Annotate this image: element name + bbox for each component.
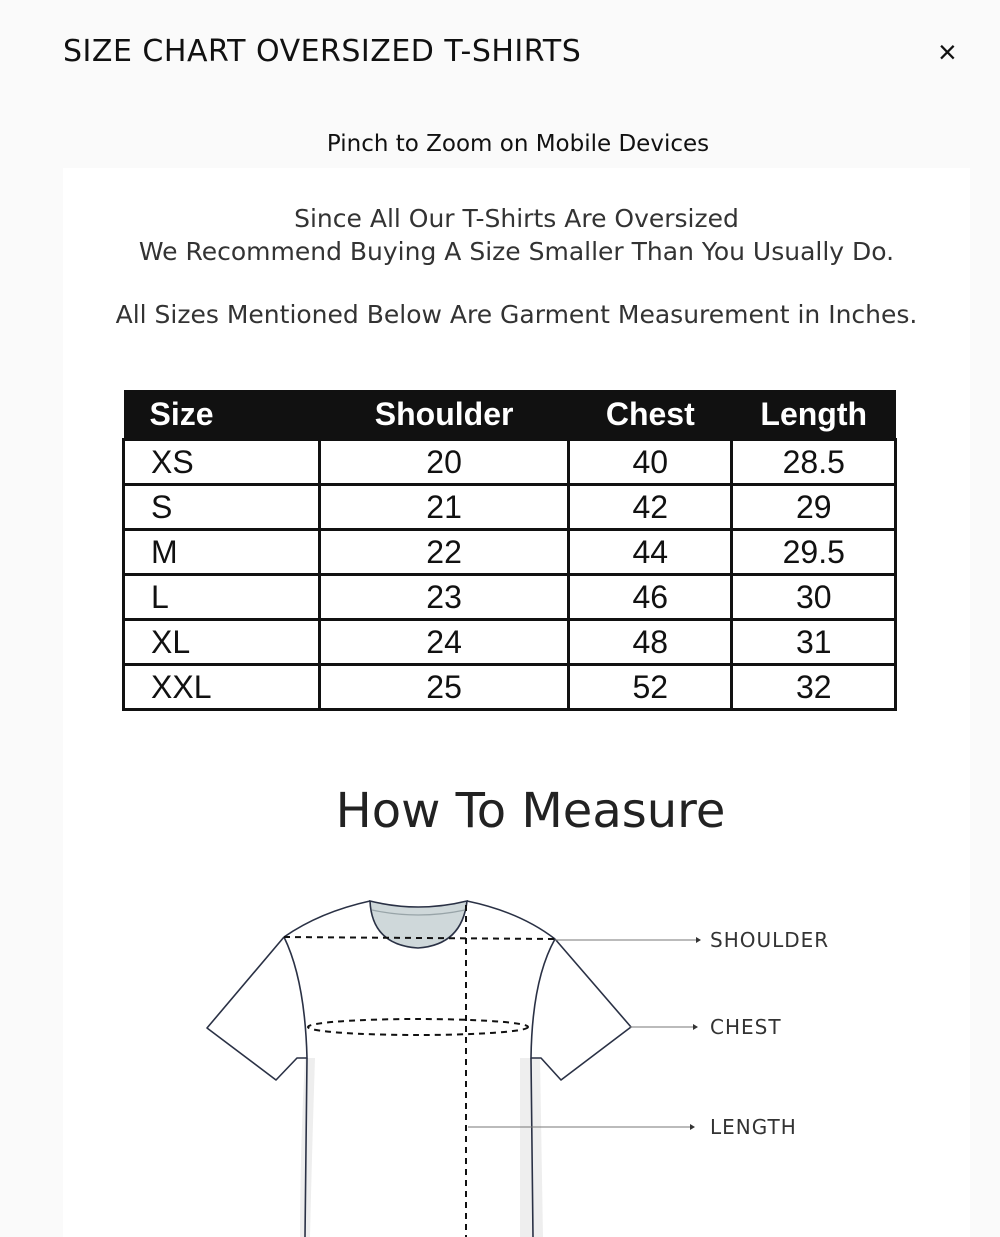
table-cell: 29.5 — [730, 528, 897, 576]
modal-title: SIZE CHART OVERSIZED T-SHIRTS — [63, 34, 582, 69]
close-button[interactable]: × — [938, 34, 957, 70]
table-cell: XXL — [121, 663, 322, 711]
table-cell: 20 — [318, 438, 571, 486]
shoulder-label: SHOULDER — [710, 928, 829, 952]
table-cell: XS — [121, 438, 322, 486]
intro-line-3: All Sizes Mentioned Below Are Garment Me… — [115, 300, 918, 329]
table-row: S 21 42 29 — [121, 483, 897, 531]
header-shoulder: Shoulder — [319, 390, 569, 440]
table-row: L 23 46 30 — [121, 573, 897, 621]
table-cell: 30 — [730, 573, 897, 621]
table-row: XL 24 48 31 — [121, 618, 897, 666]
table-header-row: Size Shoulder Chest Length — [123, 390, 896, 440]
table-cell: 48 — [567, 618, 734, 666]
table-cell: 29 — [730, 483, 897, 531]
table-cell: M — [121, 528, 322, 576]
table-cell: 44 — [567, 528, 734, 576]
length-label: LENGTH — [710, 1115, 797, 1139]
table-cell: 23 — [318, 573, 571, 621]
table-cell: 24 — [318, 618, 571, 666]
table-cell: 52 — [567, 663, 734, 711]
table-cell: 46 — [567, 573, 734, 621]
shoulder-measure-line — [283, 936, 556, 940]
table-cell: 32 — [730, 663, 897, 711]
intro-line-1: Since All Our T-Shirts Are Oversized — [294, 204, 739, 233]
table-cell: 31 — [730, 618, 897, 666]
table-cell: L — [121, 573, 322, 621]
tshirt-icon — [206, 899, 632, 1237]
table-row: M 22 44 29.5 — [121, 528, 897, 576]
tshirt-diagram: SHOULDER CHEST LENGTH — [206, 899, 829, 1237]
table-cell: 25 — [318, 663, 571, 711]
header-chest: Chest — [568, 390, 732, 440]
chest-measure-line — [307, 1018, 529, 1036]
table-cell: 21 — [318, 483, 571, 531]
header-length: Length — [731, 390, 896, 440]
pinch-note: Pinch to Zoom on Mobile Devices — [326, 131, 710, 157]
intro-line-2: We Recommend Buying A Size Smaller Than … — [138, 237, 895, 266]
table-cell: 22 — [318, 528, 571, 576]
header-size: Size — [123, 390, 320, 440]
table-row: XS 20 40 28.5 — [121, 438, 897, 486]
table-cell: 28.5 — [730, 438, 897, 486]
size-table: Size Shoulder Chest Length XS 20 40 28.5 S 21… — [121, 390, 897, 711]
table-cell: XL — [121, 618, 322, 666]
table-cell: S — [121, 483, 322, 531]
table-cell: 40 — [567, 438, 734, 486]
how-to-measure-title: How To Measure — [335, 783, 726, 839]
table-cell: 42 — [567, 483, 734, 531]
chest-label: CHEST — [710, 1015, 782, 1039]
table-row: XXL 25 52 32 — [121, 663, 897, 711]
